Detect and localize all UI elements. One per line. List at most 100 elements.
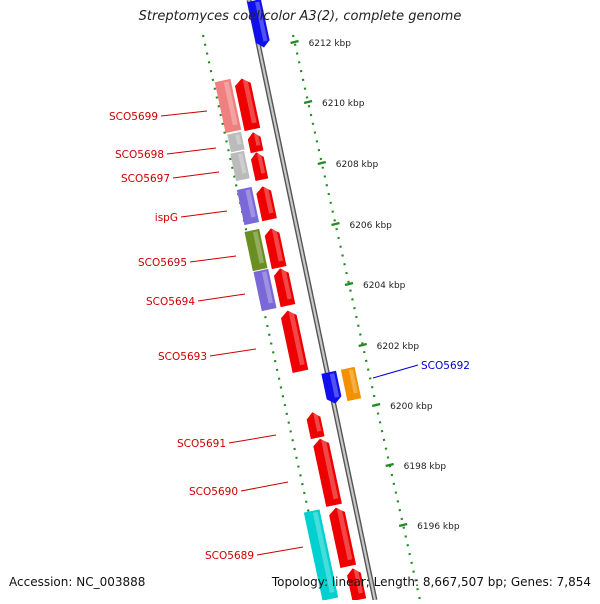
tick-mark-6: [371, 402, 381, 408]
gene-sco5694-box-shape: [273, 268, 296, 308]
gene-label-sco5691[interactable]: SCO5691: [177, 438, 226, 450]
gene-sco5691-box[interactable]: [305, 411, 325, 440]
gene-label-sco5693[interactable]: SCO5693: [158, 351, 207, 363]
tick-label-2: 6208 kbp: [336, 160, 379, 170]
leader-line-sco5689: [256, 546, 304, 556]
tick-label-8: 6196 kbp: [417, 522, 460, 532]
leader-line-sco5698: [166, 147, 217, 155]
leader-line-ispg: [180, 210, 228, 218]
gene-sco5693-box-shape: [280, 310, 309, 373]
gene-sco5693-box[interactable]: [280, 309, 309, 373]
gene-top-blue-shape: [247, 0, 270, 48]
gene-sco5695-box[interactable]: [264, 227, 287, 270]
gene-top-blue[interactable]: [247, 0, 271, 49]
tick-mark-1: [303, 99, 313, 105]
category-ispg[interactable]: [236, 186, 260, 226]
tick-mark-8: [398, 522, 408, 528]
tick-mark-0: [290, 39, 299, 45]
gene-label-sco5694[interactable]: SCO5694: [146, 296, 195, 308]
leader-line-sco5694: [197, 293, 246, 302]
category-sco5695[interactable]: [244, 228, 268, 272]
genome-backbone-highlight: [247, 0, 377, 601]
gene-sco5692-box-shine: [329, 373, 340, 398]
gene-sco5697-box-shape: [250, 152, 269, 182]
gene-sco5689-box[interactable]: [328, 506, 357, 569]
tick-label-4: 6204 kbp: [363, 281, 406, 291]
gene-label-sco5699[interactable]: SCO5699: [109, 111, 158, 123]
gene-sco5694-box-shine: [281, 269, 292, 300]
category-sco5699[interactable]: [214, 78, 242, 134]
category-sco5699-shape: [214, 78, 242, 134]
gene-label-sco5695[interactable]: SCO5695: [138, 257, 187, 269]
gene-label-sco5697[interactable]: SCO5697: [121, 173, 170, 185]
tick-mark-4: [344, 281, 354, 287]
tick-mark-3: [331, 221, 340, 227]
gene-bottom-red-shape: [347, 568, 367, 602]
gene-sco5698-box[interactable]: [247, 131, 264, 154]
category-sco5695-shine: [252, 231, 265, 264]
accession-text: Accession: NC_003888: [9, 575, 146, 589]
tick-mark-7: [385, 462, 394, 468]
gene-sco5694-box[interactable]: [273, 267, 296, 308]
tick-mark-5: [358, 342, 367, 348]
category-sco5698[interactable]: [227, 131, 245, 153]
gene-sco5689-box-shine: [336, 508, 353, 561]
leader-line-sco5690: [240, 481, 289, 492]
gene-label-sco5692[interactable]: SCO5692: [421, 360, 470, 372]
gene-label-sco5689[interactable]: SCO5689: [205, 550, 254, 562]
right-guide-line: [291, 34, 422, 601]
gene-sco5695-box-shape: [264, 228, 287, 270]
gene-top-blue-shine: [255, 1, 268, 42]
tick-label-5: 6202 kbp: [377, 342, 420, 352]
gene-sco5699-box[interactable]: [234, 77, 261, 132]
gene-ispg-box-shine: [263, 187, 274, 214]
genome-title: Streptomyces coelicolor A3(2), complete …: [138, 9, 462, 24]
gene-label-ispg[interactable]: ispG: [155, 212, 178, 224]
gene-sco5699-box-shine: [242, 79, 257, 124]
gene-bottom-red[interactable]: [346, 567, 367, 602]
gene-sco5691-box-shape: [306, 412, 325, 440]
leader-line-sco5691: [228, 434, 277, 444]
leader-line-sco5693: [209, 348, 257, 357]
category-sco5692[interactable]: [340, 366, 362, 402]
gene-sco5698-box-shine: [253, 133, 261, 146]
gene-sco5699-box-shape: [235, 78, 261, 132]
category-sco5694[interactable]: [253, 268, 277, 312]
category-sco5697[interactable]: [230, 150, 250, 182]
gene-sco5692-box-shape: [321, 370, 342, 404]
category-sco5698-shine: [235, 134, 242, 145]
category-sco5689[interactable]: [303, 509, 339, 601]
gene-label-sco5690[interactable]: SCO5690: [189, 486, 238, 498]
genome-summary-text: Topology: linear; Length: 8,667,507 bp; …: [271, 575, 591, 589]
tick-mark-2: [317, 160, 327, 166]
gene-sco5689-box-shape: [329, 507, 357, 569]
category-sco5695-shape: [244, 228, 268, 272]
tick-label-0: 6212 kbp: [309, 39, 352, 49]
gene-ispg-box[interactable]: [255, 185, 277, 222]
category-sco5699-shine: [223, 81, 238, 126]
gene-sco5690-box[interactable]: [312, 437, 342, 507]
gene-sco5697-box-shine: [257, 153, 266, 174]
left-guide-line: [201, 34, 330, 601]
category-sco5694-shine: [261, 271, 274, 304]
gene-ispg-box-shape: [256, 186, 277, 222]
category-sco5689-shine: [312, 511, 335, 593]
tick-label-1: 6210 kbp: [322, 99, 365, 109]
gene-bottom-red-shine: [353, 569, 363, 594]
tick-label-3: 6206 kbp: [349, 221, 392, 231]
leader-line-sco5692: [372, 364, 419, 379]
tick-label-6: 6200 kbp: [390, 402, 433, 412]
gene-sco5690-box-shape: [313, 438, 342, 507]
gene-sco5692-box[interactable]: [321, 370, 342, 405]
leader-line-sco5695: [189, 255, 237, 263]
gene-sco5697-box[interactable]: [250, 151, 269, 182]
gene-label-sco5698[interactable]: SCO5698: [115, 149, 164, 161]
leader-line-sco5697: [172, 171, 220, 179]
tick-label-7: 6198 kbp: [404, 462, 447, 472]
category-sco5692-shape: [340, 366, 362, 402]
category-ispg-shape: [236, 186, 260, 226]
gene-sco5690-box-shine: [321, 439, 339, 500]
gene-sco5693-box-shine: [288, 311, 305, 366]
